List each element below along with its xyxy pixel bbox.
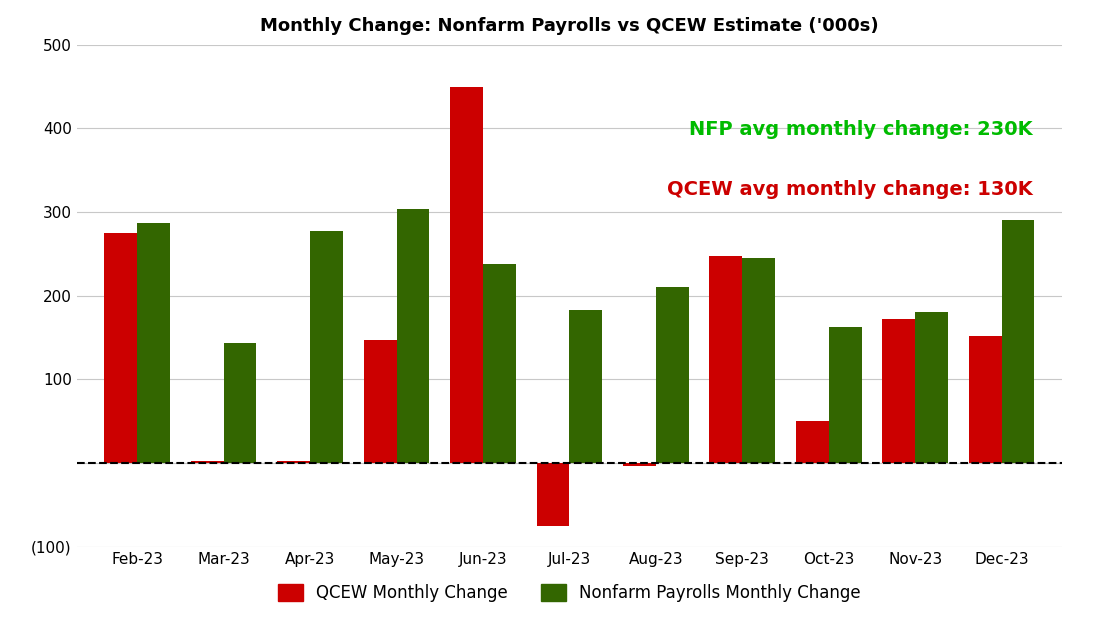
Bar (191, 460, 223, 463)
Bar (277, 460, 310, 463)
Bar (450, 87, 483, 463)
Bar (537, 463, 569, 526)
Bar (104, 233, 137, 463)
Bar (396, 209, 429, 463)
Bar (310, 232, 343, 463)
Bar (223, 343, 256, 463)
Text: QCEW avg monthly change: 130K: QCEW avg monthly change: 130K (667, 180, 1033, 199)
Legend: QCEW Monthly Change, Nonfarm Payrolls Monthly Change: QCEW Monthly Change, Nonfarm Payrolls Mo… (272, 577, 867, 609)
Bar (915, 312, 948, 463)
Bar (569, 310, 602, 463)
Bar (710, 256, 742, 463)
Bar (656, 287, 689, 463)
Bar (483, 264, 516, 463)
Bar (969, 336, 1002, 463)
Text: NFP avg monthly change: 230K: NFP avg monthly change: 230K (689, 120, 1033, 139)
Bar (883, 319, 915, 463)
Bar (364, 340, 396, 463)
Bar (829, 327, 862, 463)
Bar (1002, 220, 1035, 463)
Bar (796, 421, 829, 463)
Bar (742, 258, 775, 463)
Bar (137, 223, 170, 463)
Title: Monthly Change: Nonfarm Payrolls vs QCEW Estimate ('000s): Monthly Change: Nonfarm Payrolls vs QCEW… (261, 17, 878, 34)
Bar (623, 463, 656, 466)
